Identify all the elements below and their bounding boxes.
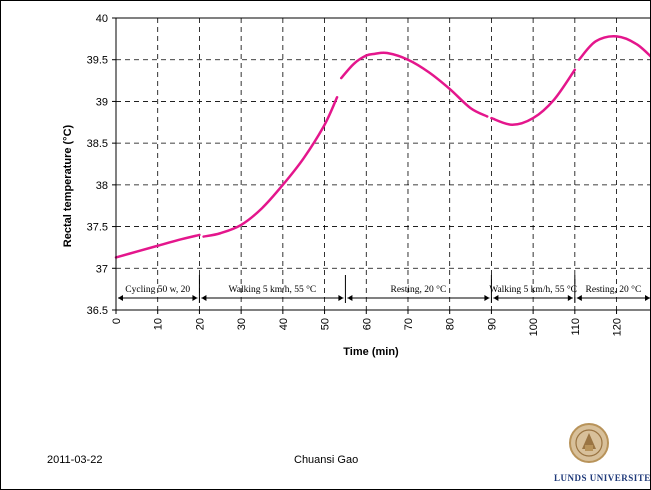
x-tick-label: 40 [278,318,290,330]
x-tick-label: 100 [528,318,540,336]
phase-label: Walking 5 km/h, 55 °C [489,284,577,295]
axis-layer: 36.5 37 37.5 38 38.5 39 39.5 40 0 10 20 30 40 50 60 70 8… [87,13,650,336]
x-tick-label: 50 [320,318,332,330]
series-segment-0 [114,233,201,259]
university-seal-icon [569,423,609,463]
phase-arrowhead-right [338,295,344,301]
y-tick-label: 38 [96,180,108,192]
phase-arrowhead-right [567,295,573,301]
y-tick-label: 39 [96,96,108,108]
phase-label: Walking 5 km/h, 55 °C [229,284,317,295]
footer-date: 2011-03-22 [47,454,103,466]
series-segment-3 [490,68,577,127]
phase-arrowhead-left [118,295,123,301]
x-tick-label: 110 [570,318,582,336]
phase-label: Resting, 20 °C [391,284,447,295]
footer-author: Chuansi Gao [294,454,359,466]
x-tick-label: 0 [111,318,123,324]
y-tick-label: 38.5 [87,138,108,150]
phase-arrowhead-left [493,295,499,301]
y-axis-label: Rectal temperature (°C) [62,124,74,247]
grid-layer [116,17,650,310]
y-tick-label: 39.5 [87,55,108,67]
x-tick-label: 30 [236,318,248,330]
series-segment-4 [577,35,650,61]
phase-arrowhead-left [201,295,207,301]
y-tick-label: 40 [96,13,108,25]
y-tick-label: 37.5 [87,222,108,234]
phase-arrowhead-right [192,295,198,301]
x-tick-label: 20 [194,318,206,330]
logo-text: LUNDS UNIVERSITET [554,473,651,483]
series-segment-2 [339,51,489,118]
phase-label: Cycling 50 w, 20 [125,285,190,295]
phase-layer: Cycling 50 w, 20 Walking 5 km/h, 55 °C Res… [118,275,650,303]
phase-arrowhead-left [576,295,582,301]
x-tick-label: 80 [445,318,457,330]
x-tick-label: 90 [486,318,498,330]
phase-label: Resting, 20 °C [586,284,642,295]
x-tick-label: 60 [361,318,373,330]
series-layer [114,35,650,259]
y-tick-label: 36.5 [87,305,108,317]
phase-arrowhead-right [645,295,650,301]
x-tick-label: 10 [153,318,165,330]
phase-arrowhead-right [484,295,490,301]
series-segment-1 [202,96,339,238]
x-axis-label: Time (min) [343,346,399,358]
phase-arrowhead-left [347,295,353,301]
y-tick-label: 37 [96,263,108,275]
x-tick-label: 70 [403,318,415,330]
x-tick-label: 120 [612,318,624,336]
